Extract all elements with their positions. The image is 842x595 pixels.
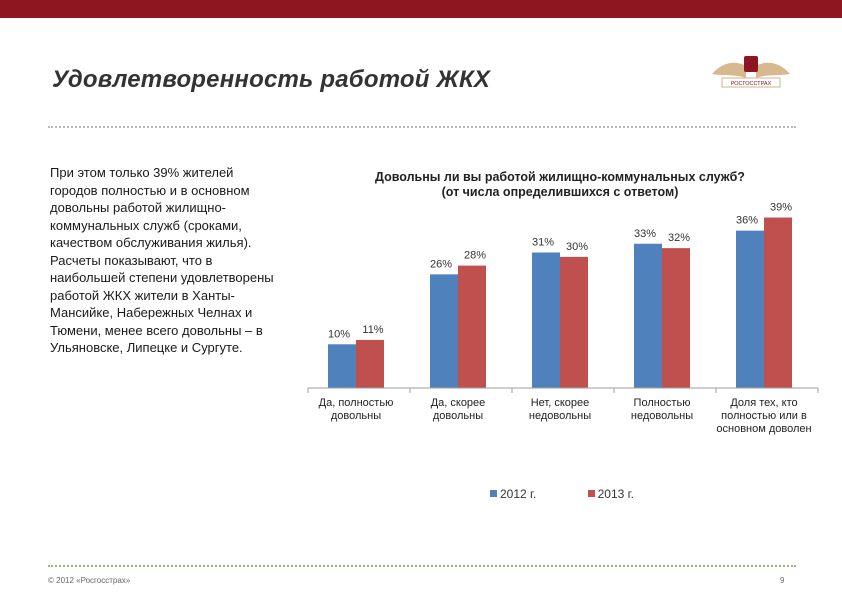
- bar-2013-5: [764, 217, 792, 388]
- bar-2013-2: [458, 265, 486, 388]
- logo-shield: [744, 56, 758, 72]
- bar-2013-1: [356, 339, 384, 388]
- bar-2012-3: [532, 252, 560, 388]
- top-brand-bar: [0, 0, 842, 18]
- data-label-2013-2: 28%: [464, 250, 486, 262]
- category-label-1-line-1: Да, полностью: [319, 397, 394, 409]
- bar-2012-4: [634, 243, 662, 388]
- legend-swatch-2013: [587, 490, 595, 497]
- logo-wordmark: РОСГОССТРАХ: [731, 81, 772, 87]
- bar-2013-3: [560, 256, 588, 388]
- logo-banner: [721, 77, 781, 88]
- chart-title-block: Довольны ли вы работой жилищно-коммуналь…: [350, 170, 770, 200]
- bar-2012-2: [430, 274, 458, 388]
- bar-2012-5: [736, 230, 764, 388]
- body-paragraph: При этом только 39% жителей городов полн…: [50, 165, 274, 355]
- category-label-1-line-2: довольны: [331, 410, 381, 422]
- category-label-5-line-3: основном доволен: [716, 423, 811, 435]
- data-label-2012-4: 33%: [634, 228, 656, 240]
- data-label-2013-5: 39%: [770, 202, 792, 214]
- rosgosstrakh-logo: РОСГОССТРАХ: [712, 56, 790, 88]
- category-label-3-line-2: недовольны: [529, 410, 591, 422]
- category-label-5-line-1: Доля тех, кто: [730, 397, 797, 409]
- category-label-2-line-1: Да, скорее: [431, 397, 486, 409]
- legend-label-2013: 2013 г.: [597, 486, 634, 501]
- slide-title: Удовлетворенность работой ЖКХ: [52, 66, 491, 93]
- logo-left-wing: [712, 62, 746, 78]
- chart-title: Довольны ли вы работой жилищно-коммуналь…: [375, 170, 745, 184]
- page-number: 9: [780, 576, 785, 585]
- data-label-2012-5: 36%: [736, 215, 758, 227]
- footer-copyright: © 2012 «Росгосстрах»: [48, 576, 131, 585]
- data-label-2013-4: 32%: [668, 232, 690, 244]
- category-label-4-line-2: недовольны: [631, 410, 693, 422]
- data-label-2013-3: 30%: [566, 241, 588, 253]
- category-label-3-line-1: Нет, скорее: [531, 397, 590, 409]
- footer-divider: [48, 565, 796, 567]
- chart-subtitle: (от числа определившихся с ответом): [441, 185, 679, 199]
- chart-legend: 2012 г. 2013 г.: [490, 486, 682, 501]
- data-label-2012-1: 10%: [328, 328, 350, 340]
- bar-2013-4: [662, 248, 690, 388]
- category-label-4-line-1: Полностью: [634, 397, 691, 409]
- title-divider: [48, 126, 796, 128]
- data-label-2013-1: 11%: [362, 324, 383, 336]
- category-label-2-line-2: довольны: [433, 410, 483, 422]
- legend-swatch-2012: [490, 490, 497, 497]
- legend-label-2012: 2012 г.: [500, 486, 537, 501]
- data-label-2012-2: 26%: [430, 258, 452, 270]
- logo-right-wing: [756, 62, 790, 78]
- legend-item-2013: 2013 г.: [587, 486, 634, 501]
- data-label-2012-3: 31%: [532, 236, 554, 248]
- bar-2012-1: [328, 344, 356, 388]
- legend-item-2012: 2012 г.: [490, 487, 536, 501]
- category-label-5-line-2: полностью или в: [721, 410, 807, 422]
